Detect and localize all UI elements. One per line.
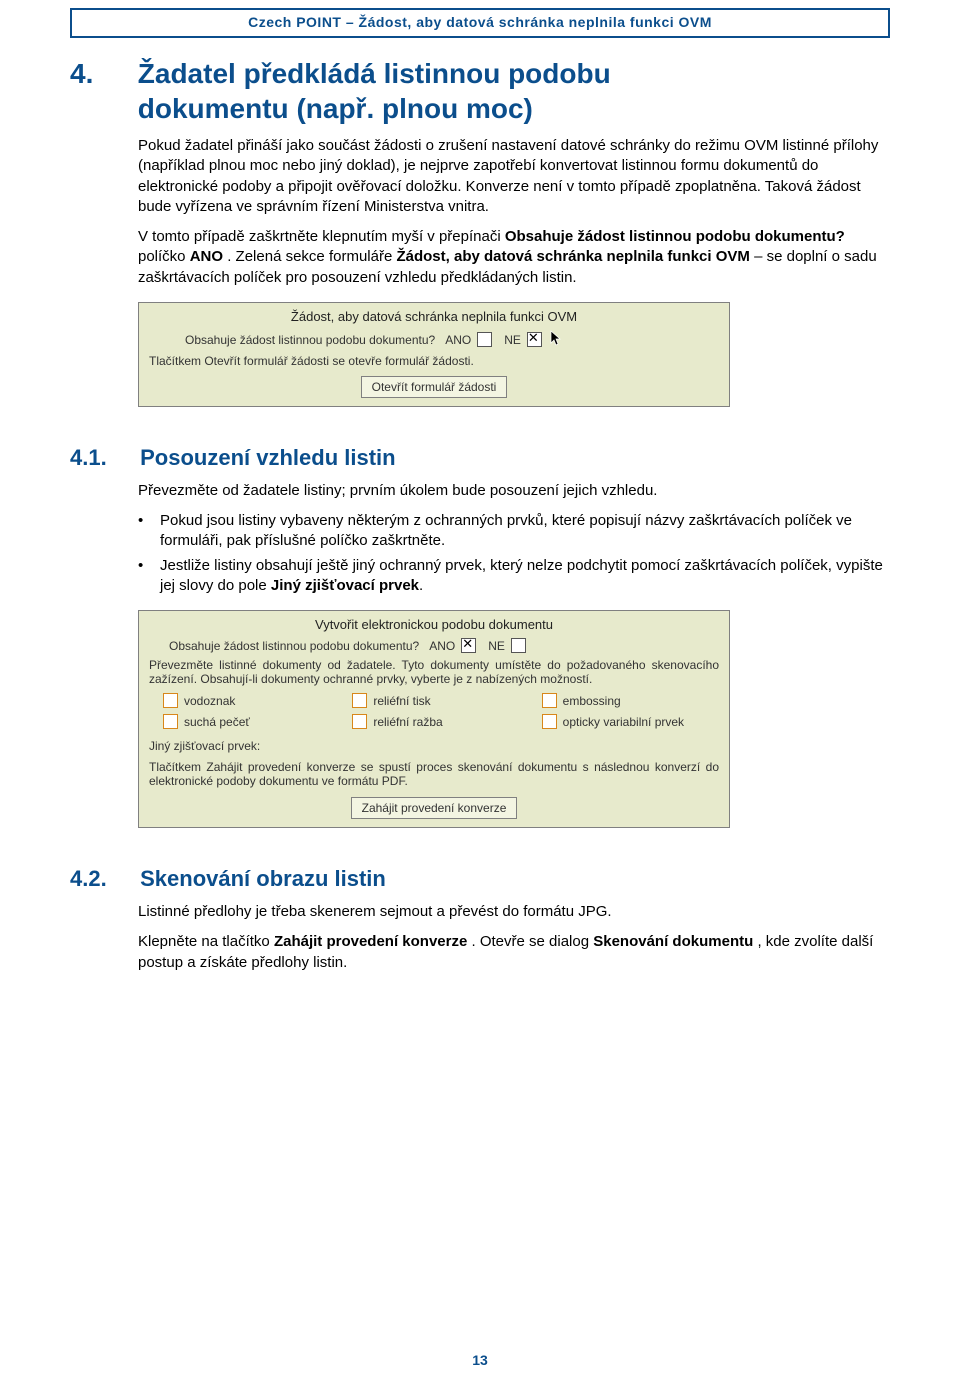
- form1-ne-label: NE: [504, 333, 521, 347]
- cursor-icon: [550, 330, 563, 350]
- form1-ne-checkbox[interactable]: [527, 332, 542, 347]
- section-4-1-num: 4.1.: [70, 445, 134, 471]
- form2-hint: Tlačítkem Zahájit provedení konverze se …: [139, 757, 729, 791]
- bullet-2-text: Jestliže listiny obsahují ještě jiný och…: [160, 556, 890, 597]
- cb-reliefni-tisk-label: reliéfní tisk: [373, 694, 430, 708]
- form2-para: Převezměte listinné dokumenty od žadatel…: [139, 655, 729, 689]
- section-4-2-para1: Listinné předlohy je třeba skenerem sejm…: [138, 902, 890, 922]
- form1-ano-checkbox[interactable]: [477, 332, 492, 347]
- section-4-2-heading: 4.2. Skenování obrazu listin: [70, 866, 890, 892]
- cb-vodoznak[interactable]: [163, 693, 178, 708]
- section-4-1-bullets: • Pokud jsou listiny vybaveny některým z…: [138, 511, 890, 596]
- cb-reliefni-tisk[interactable]: [352, 693, 367, 708]
- section-4-2-num: 4.2.: [70, 866, 134, 892]
- figure-form2: Vytvořit elektronickou podobu dokumentu …: [138, 610, 890, 828]
- section-4-heading: 4. Žadatel předkládá listinnou podobu do…: [70, 56, 890, 126]
- form2-ano-checkbox[interactable]: [461, 638, 476, 653]
- cb-opticky-label: opticky variabilní prvek: [563, 715, 684, 729]
- cb-sucha-pecet[interactable]: [163, 714, 178, 729]
- section-4-para2: V tomto případě zaškrtněte klepnutím myš…: [138, 227, 890, 288]
- bullet-icon: •: [138, 556, 160, 597]
- form2-question: Obsahuje žádost listinnou podobu dokumen…: [169, 639, 419, 653]
- page-header: Czech POINT – Žádost, aby datová schránk…: [70, 8, 890, 38]
- cb-opticky[interactable]: [542, 714, 557, 729]
- cb-reliefni-razba-label: reliéfní ražba: [373, 715, 442, 729]
- cb-reliefni-razba[interactable]: [352, 714, 367, 729]
- cb-vodoznak-label: vodoznak: [184, 694, 235, 708]
- cb-embossing-label: embossing: [563, 694, 621, 708]
- section-4-1-heading: 4.1. Posouzení vzhledu listin: [70, 445, 890, 471]
- section-4-1-title: Posouzení vzhledu listin: [140, 445, 395, 470]
- form2-title: Vytvořit elektronickou podobu dokumentu: [139, 611, 729, 636]
- section-4-title-l1: Žadatel předkládá listinnou podobu: [138, 58, 611, 89]
- form2-ne-label: NE: [488, 639, 505, 653]
- form1-open-button[interactable]: Otevřít formulář žádosti: [361, 376, 508, 398]
- form1-hint: Tlačítkem Otevřít formulář žádosti se ot…: [149, 354, 474, 368]
- cb-sucha-pecet-label: suchá pečeť: [184, 715, 250, 729]
- section-4-title-l2: dokumentu (např. plnou moc): [138, 93, 533, 124]
- figure-form1: Žádost, aby datová schránka neplnila fun…: [138, 302, 890, 407]
- page-header-title: Czech POINT – Žádost, aby datová schránk…: [248, 14, 712, 30]
- section-4-num: 4.: [70, 56, 130, 91]
- section-4-2-para2: Klepněte na tlačítko Zahájit provedení k…: [138, 932, 890, 973]
- bullet-1-text: Pokud jsou listiny vybaveny některým z o…: [160, 511, 890, 552]
- bullet-icon: •: [138, 511, 160, 552]
- form1-question: Obsahuje žádost listinnou podobu dokumen…: [185, 333, 435, 347]
- form2-ne-checkbox[interactable]: [511, 638, 526, 653]
- form1-ano-label: ANO: [445, 333, 471, 347]
- cb-embossing[interactable]: [542, 693, 557, 708]
- form1-title: Žádost, aby datová schránka neplnila fun…: [139, 303, 729, 328]
- page-number: 13: [0, 1352, 960, 1368]
- form2-start-button[interactable]: Zahájit provedení konverze: [351, 797, 518, 819]
- section-4-2-title: Skenování obrazu listin: [140, 866, 386, 891]
- form2-other-label: Jiný zjišťovací prvek:: [139, 735, 729, 757]
- section-4-1-para: Převezměte od žadatele listiny; prvním ú…: [138, 481, 890, 501]
- section-4-para1: Pokud žadatel přináší jako součást žádos…: [138, 136, 890, 217]
- form2-ano-label: ANO: [429, 639, 455, 653]
